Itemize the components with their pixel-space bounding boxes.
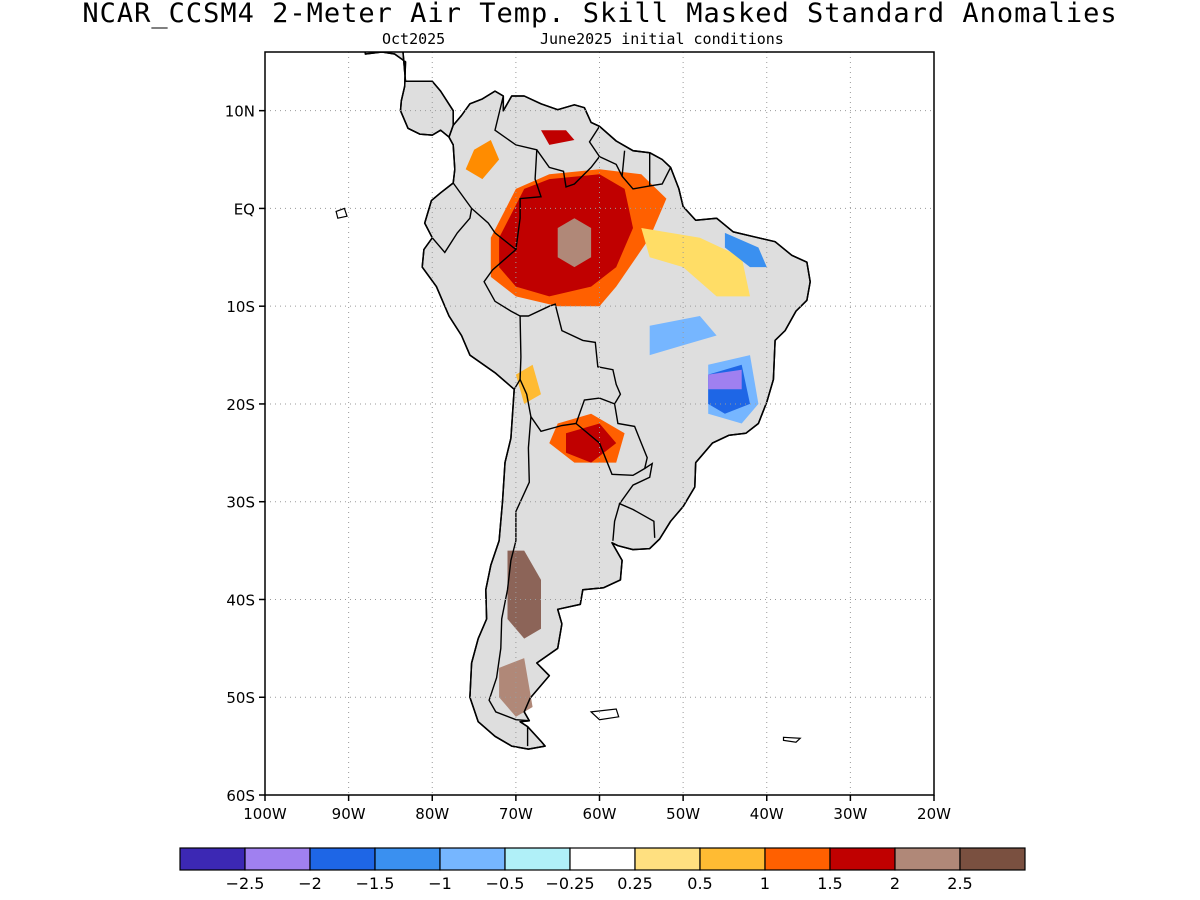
south-georgia	[782, 736, 802, 743]
falkland-islands	[589, 708, 620, 721]
x-tick-label: 20W	[917, 805, 951, 823]
x-tick-label: 30W	[833, 805, 867, 823]
colorbar-swatch	[179, 847, 246, 871]
colorbar-label: −2.5	[226, 874, 265, 893]
colorbar: −2.5 −2 −1.5 −1 −0.5 −0.25 0.25 0.5 1 1.5 2 2.5	[179, 847, 1026, 893]
colorbar-label: −1	[428, 874, 452, 893]
colorbar-swatch	[374, 847, 441, 871]
country-border-3	[520, 303, 622, 405]
country-border-10	[536, 125, 601, 188]
colorbar-swatch	[894, 847, 961, 871]
country-border-11	[599, 155, 672, 190]
x-tick-label: 50W	[666, 805, 700, 823]
y-tick-label: 30S	[226, 494, 255, 512]
anomaly-northeast-cool	[724, 232, 767, 268]
initial-conditions: June2025 initial conditions	[540, 30, 784, 48]
colorbar-label: 0.25	[617, 874, 653, 893]
chart-title: NCAR_CCSM4 2-Meter Air Temp. Skill Maske…	[82, 0, 1118, 29]
colorbar-label: −0.5	[486, 874, 525, 893]
x-tick-label: 70W	[499, 805, 533, 823]
colorbar-swatch	[764, 847, 831, 871]
colorbar-label: 2.5	[947, 874, 972, 893]
anomaly-central-cool	[649, 316, 717, 356]
anomaly-colombia-warm	[465, 140, 500, 180]
colorbar-swatch	[699, 847, 766, 871]
y-tick-label: EQ	[234, 200, 255, 218]
country-border-7	[612, 503, 621, 541]
x-tick-label: 60W	[583, 805, 617, 823]
country-borders	[431, 95, 672, 747]
country-border-6	[618, 462, 656, 538]
colorbar-label: 1	[760, 874, 770, 893]
country-border-4	[519, 379, 615, 433]
colorbar-swatch	[959, 847, 1026, 871]
colorbar-label: −2	[298, 874, 322, 893]
colorbar-swatch	[634, 847, 701, 871]
galapagos	[335, 207, 348, 219]
anomaly-bolivia-warm	[515, 364, 541, 404]
anomaly-layer	[465, 130, 767, 717]
colorbar-swatch	[439, 847, 506, 871]
y-tick-label: 40S	[226, 591, 255, 609]
colorbar-label: 0.5	[687, 874, 712, 893]
x-tick-label: 40W	[750, 805, 784, 823]
islands-layer	[335, 207, 802, 743]
country-border-8	[488, 416, 532, 722]
y-tick-label: 50S	[226, 689, 255, 707]
country-border-0	[494, 95, 542, 250]
anomaly-venezuela-warm	[541, 130, 575, 145]
colorbar-label: −1.5	[356, 874, 395, 893]
colorbar-swatch	[829, 847, 896, 871]
x-tick-label: 80W	[415, 805, 449, 823]
colorbar-label: −0.25	[545, 874, 594, 893]
y-tick-label: 20S	[226, 396, 255, 414]
country-border-12	[621, 150, 626, 177]
colorbar-swatch	[569, 847, 636, 871]
country-border-5	[575, 403, 648, 477]
anomaly-northeast-warm-light	[641, 228, 750, 297]
colorbar-swatch	[504, 847, 571, 871]
y-tick-label: 10S	[226, 298, 255, 316]
country-border-2	[471, 207, 522, 390]
country-border-1	[431, 182, 473, 254]
y-tick-label: 10N	[225, 103, 255, 121]
anomaly-amazon-extreme-warm	[557, 218, 592, 268]
y-tick-label: 60S	[226, 787, 255, 805]
colorbar-swatch	[309, 847, 376, 871]
x-tick-label: 100W	[243, 805, 287, 823]
colorbar-swatch	[244, 847, 311, 871]
x-tick-label: 90W	[332, 805, 366, 823]
forecast-month: Oct2025	[382, 30, 446, 48]
anomaly-east-very-cool	[708, 369, 742, 390]
colorbar-label: 2	[890, 874, 900, 893]
colorbar-label: 1.5	[817, 874, 842, 893]
